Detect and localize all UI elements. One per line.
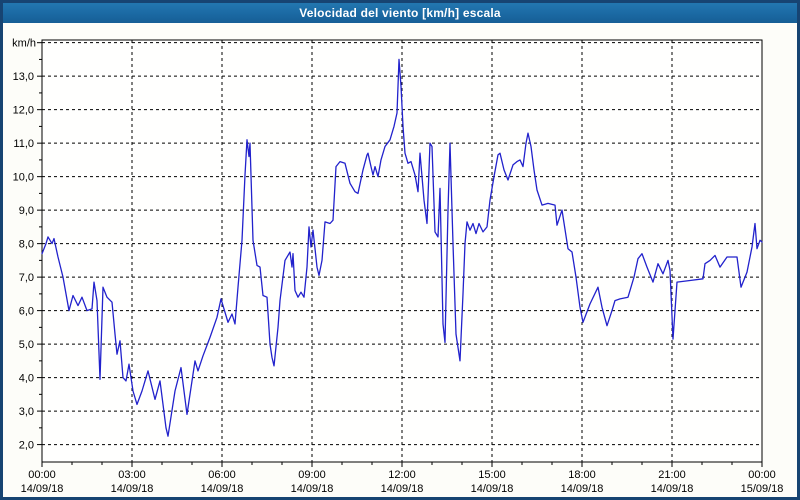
y-axis-label: 9,0 [19, 205, 34, 217]
y-axis-label: 13,0 [13, 71, 34, 83]
y-axis-label: 2,0 [19, 440, 34, 452]
x-axis-date-label: 14/09/18 [381, 483, 424, 495]
title-bar: Velocidad del viento [km/h] escala [3, 3, 797, 23]
wind-speed-chart: 2,0 3,0 4,0 5,0 6,0 7,0 8,0 9,0 10,0 11,0 12,0 13,0… [12, 38, 784, 495]
x-axis-date-label: 14/09/18 [111, 483, 154, 495]
window-title: Velocidad del viento [km/h] escala [299, 6, 501, 20]
y-axis-label: 5,0 [19, 339, 34, 351]
x-axis-time-label: 03:00 [118, 469, 146, 481]
y-axis-label: 12,0 [13, 105, 34, 117]
x-axis-time-label: 00:00 [28, 469, 56, 481]
y-axis-label: 3,0 [19, 406, 34, 418]
y-axis-unit-label: km/h [12, 38, 36, 50]
x-axis-time-label: 06:00 [208, 469, 236, 481]
wind-speed-line [41, 58, 763, 437]
x-axis-date-label: 14/09/18 [21, 483, 64, 495]
x-axis-date-label: 14/09/18 [201, 483, 244, 495]
x-axis-date-label: 14/09/18 [471, 483, 514, 495]
x-axis-date-label: 15/09/18 [741, 483, 784, 495]
x-axis-time-label: 21:00 [658, 469, 686, 481]
y-axis-label: 8,0 [19, 239, 34, 251]
x-axis-time-label: 15:00 [478, 469, 506, 481]
y-axis-label: 10,0 [13, 172, 34, 184]
x-axis-time-label: 09:00 [298, 469, 326, 481]
y-axis-label: 4,0 [19, 373, 34, 385]
y-axis-label: 11,0 [13, 138, 34, 150]
x-axis-time-label: 12:00 [388, 469, 416, 481]
x-axis-date-label: 14/09/18 [651, 483, 694, 495]
y-axis-label: 6,0 [19, 306, 34, 318]
x-axis-time-label: 18:00 [568, 469, 596, 481]
chart-area: 2,0 3,0 4,0 5,0 6,0 7,0 8,0 9,0 10,0 11,0 12,0 13,0… [3, 23, 797, 497]
y-axis-label: 7,0 [19, 272, 34, 284]
x-axis-time-label: 00:00 [748, 469, 776, 481]
x-axis-date-label: 14/09/18 [561, 483, 604, 495]
x-axis-date-label: 14/09/18 [291, 483, 334, 495]
